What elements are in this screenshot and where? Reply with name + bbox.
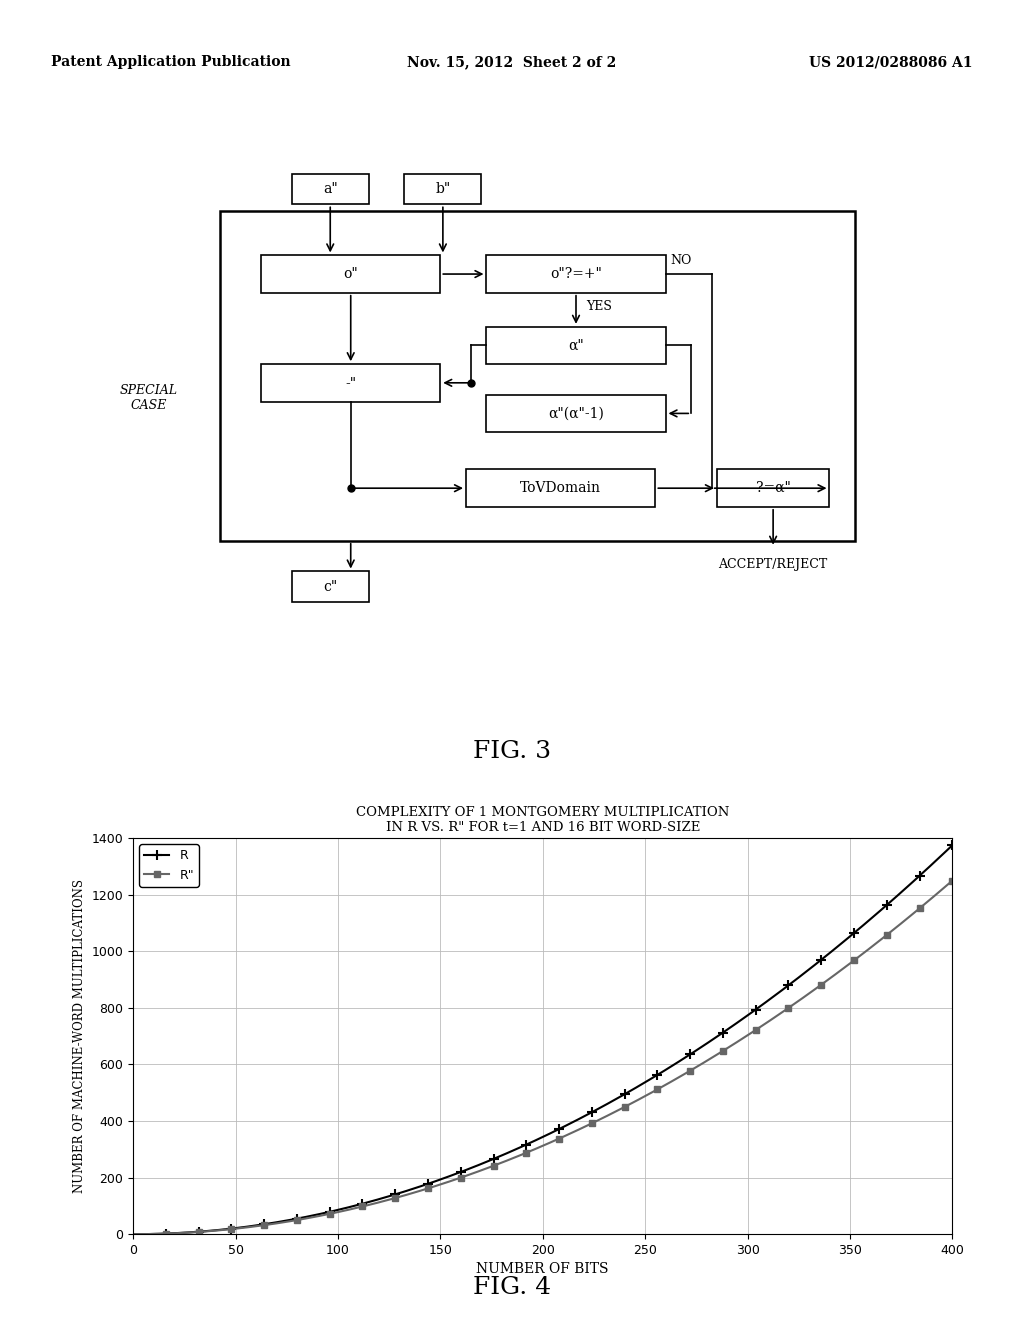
Text: ToVDomain: ToVDomain	[520, 482, 601, 495]
R"	[193, 1224, 205, 1239]
R	[946, 837, 958, 853]
R"	[684, 1063, 696, 1078]
Text: US 2012/0288086 A1: US 2012/0288086 A1	[809, 55, 973, 69]
Text: o"?=+": o"?=+"	[550, 267, 602, 281]
R"	[356, 1199, 369, 1214]
R"	[586, 1115, 598, 1131]
R"	[651, 1081, 664, 1097]
R"	[881, 927, 893, 942]
Title: COMPLEXITY OF 1 MONTGOMERY MULTIPLICATION
IN R VS. R" FOR t=1 AND 16 BIT WORD-SI: COMPLEXITY OF 1 MONTGOMERY MULTIPLICATIO…	[356, 807, 729, 834]
Text: a": a"	[323, 182, 338, 197]
R"	[225, 1221, 238, 1237]
R	[651, 1067, 664, 1082]
R	[553, 1121, 565, 1137]
R	[881, 898, 893, 913]
Text: α": α"	[568, 338, 584, 352]
R"	[913, 900, 926, 916]
R"	[717, 1043, 729, 1059]
R	[586, 1105, 598, 1121]
Legend: R, R": R, R"	[139, 845, 199, 887]
FancyBboxPatch shape	[220, 211, 855, 541]
R	[389, 1187, 401, 1203]
R"	[455, 1170, 467, 1185]
FancyBboxPatch shape	[261, 364, 440, 401]
Line: R: R	[161, 841, 957, 1238]
FancyBboxPatch shape	[292, 572, 369, 602]
Text: c": c"	[324, 579, 337, 594]
Text: SPECIAL
CASE: SPECIAL CASE	[120, 384, 177, 412]
Text: Patent Application Publication: Patent Application Publication	[51, 55, 291, 69]
R	[225, 1221, 238, 1237]
R	[324, 1204, 336, 1220]
R	[291, 1210, 303, 1226]
Text: NO: NO	[671, 255, 692, 267]
Text: ?=α": ?=α"	[756, 482, 791, 495]
R"	[389, 1191, 401, 1206]
Text: ACCEPT/REJECT: ACCEPT/REJECT	[719, 558, 827, 570]
R"	[324, 1206, 336, 1222]
Text: FIG. 3: FIG. 3	[473, 741, 551, 763]
Text: b": b"	[435, 182, 451, 197]
R"	[553, 1131, 565, 1147]
R"	[160, 1226, 172, 1242]
Text: o": o"	[343, 267, 358, 281]
FancyBboxPatch shape	[717, 470, 829, 507]
R	[520, 1137, 532, 1152]
R"	[750, 1022, 762, 1038]
R	[356, 1196, 369, 1212]
X-axis label: NUMBER OF BITS: NUMBER OF BITS	[476, 1262, 609, 1276]
R"	[487, 1158, 500, 1173]
FancyBboxPatch shape	[261, 255, 440, 293]
R"	[782, 1001, 795, 1016]
Text: YES: YES	[586, 300, 612, 313]
Line: R": R"	[163, 878, 955, 1237]
FancyBboxPatch shape	[292, 174, 369, 205]
Text: Nov. 15, 2012  Sheet 2 of 2: Nov. 15, 2012 Sheet 2 of 2	[408, 55, 616, 69]
FancyBboxPatch shape	[486, 327, 666, 364]
FancyBboxPatch shape	[466, 470, 655, 507]
Text: α"(α"-1): α"(α"-1)	[548, 407, 604, 420]
R"	[618, 1100, 631, 1115]
R	[750, 1002, 762, 1018]
R	[487, 1151, 500, 1167]
R	[618, 1086, 631, 1102]
R	[815, 952, 827, 968]
R	[193, 1224, 205, 1239]
R"	[422, 1180, 434, 1196]
R	[913, 867, 926, 883]
R"	[520, 1144, 532, 1160]
FancyBboxPatch shape	[486, 255, 666, 293]
FancyBboxPatch shape	[486, 395, 666, 432]
R	[422, 1176, 434, 1192]
R"	[815, 977, 827, 993]
R	[160, 1226, 172, 1242]
R	[848, 925, 860, 941]
Text: -": -"	[345, 376, 356, 389]
R	[455, 1164, 467, 1180]
R	[717, 1024, 729, 1040]
Y-axis label: NUMBER OF MACHINE-WORD MULTIPLICATIONS: NUMBER OF MACHINE-WORD MULTIPLICATIONS	[73, 879, 86, 1193]
R"	[946, 873, 958, 888]
R"	[258, 1217, 270, 1233]
R"	[291, 1212, 303, 1228]
R	[782, 977, 795, 993]
R	[684, 1047, 696, 1063]
R"	[848, 953, 860, 969]
FancyBboxPatch shape	[404, 174, 481, 205]
Text: FIG. 4: FIG. 4	[473, 1275, 551, 1299]
R	[258, 1216, 270, 1232]
